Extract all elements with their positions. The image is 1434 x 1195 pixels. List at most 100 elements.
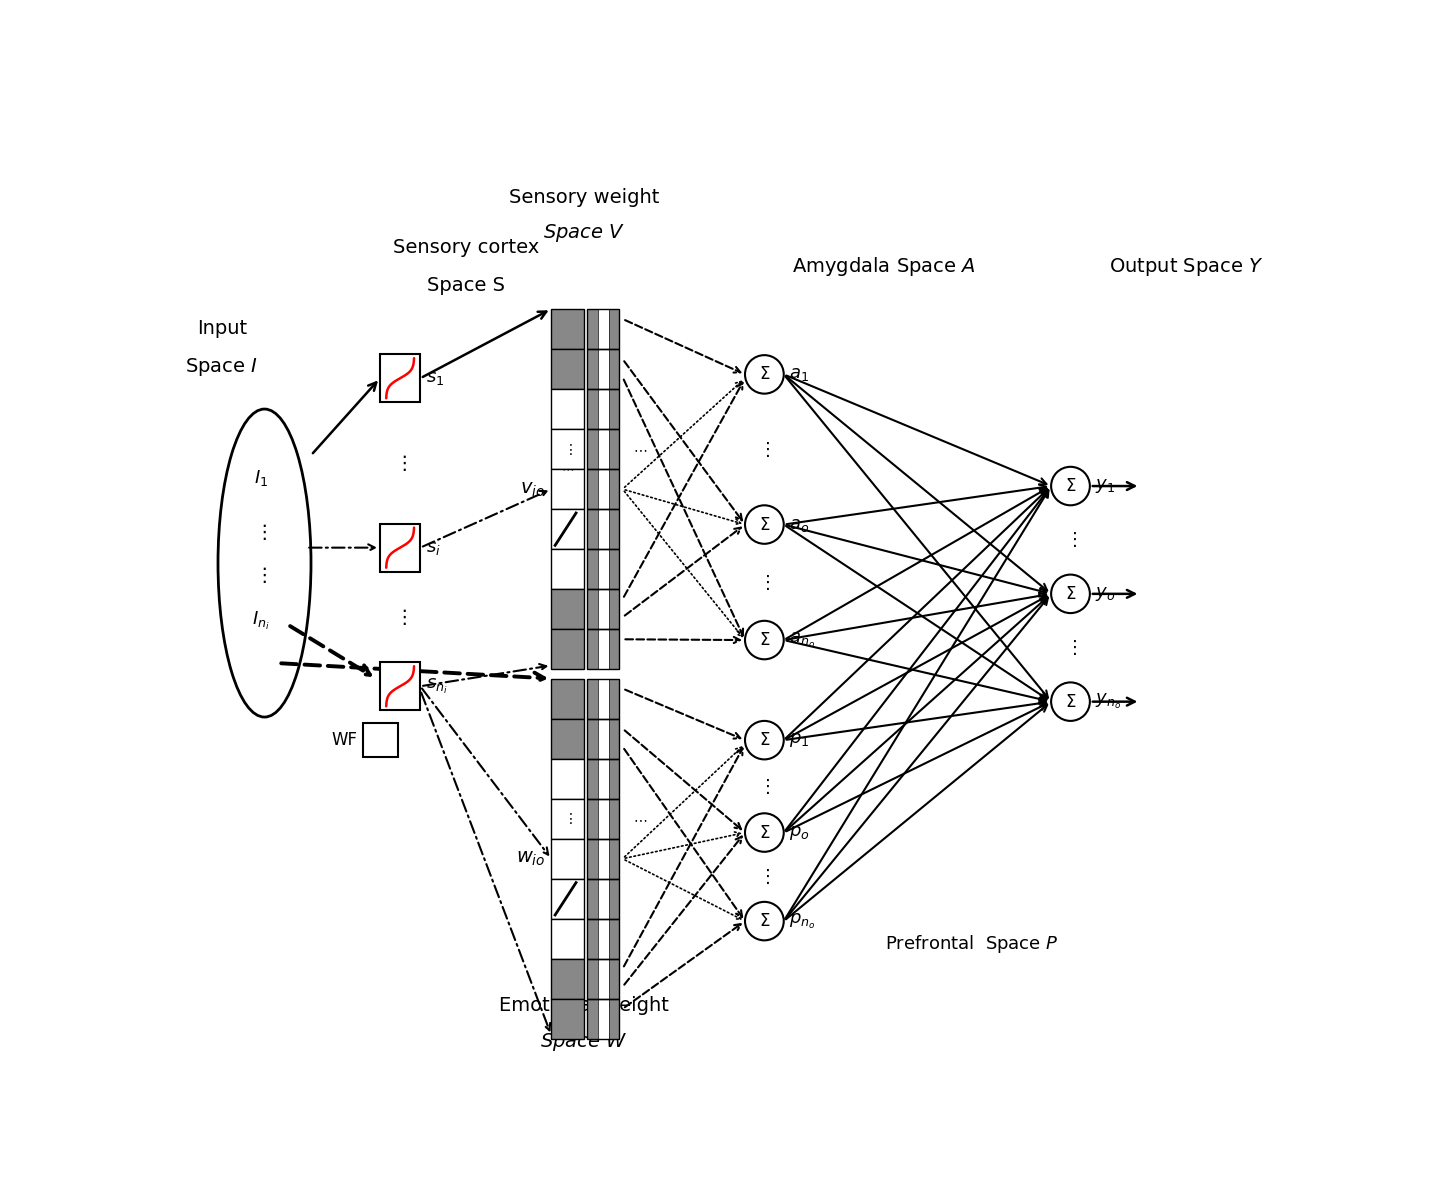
Bar [608,390,619,429]
Bar [551,390,584,429]
Text: $\Sigma$: $\Sigma$ [759,366,770,384]
Bar [587,589,619,630]
Bar [598,679,608,718]
Bar [608,878,619,919]
Bar [587,349,619,390]
Bar [587,429,598,470]
Bar [598,839,608,878]
Bar [551,919,584,958]
Bar [380,523,420,571]
Bar [551,999,584,1038]
Text: $\vdots$: $\vdots$ [254,522,267,543]
Bar [587,878,619,919]
Bar [587,550,598,589]
Text: $s_i$: $s_i$ [426,539,442,557]
Bar [587,878,598,919]
Text: $w_{io}$: $w_{io}$ [516,850,545,869]
Bar [598,878,608,919]
Bar [608,839,619,878]
Text: $p_1$: $p_1$ [789,731,810,749]
Bar [587,550,619,589]
Bar [551,878,584,919]
Bar [598,919,608,958]
Bar [598,958,608,999]
Bar [587,958,619,999]
Bar [608,509,619,550]
Text: $\vdots$: $\vdots$ [254,564,267,584]
Bar [587,839,598,878]
Bar [587,470,619,509]
Bar [587,390,619,429]
Text: $\vdots$: $\vdots$ [562,442,572,456]
Bar [587,679,619,718]
Text: $\Sigma$: $\Sigma$ [1065,584,1076,602]
Text: $\Sigma$: $\Sigma$ [759,912,770,930]
Bar [587,919,598,958]
Bar [608,919,619,958]
Bar [380,355,420,403]
Bar [598,589,608,630]
Text: Input: Input [196,319,247,338]
Bar [608,310,619,349]
Text: $s_{n_i}$: $s_{n_i}$ [426,676,449,695]
Bar [551,509,584,550]
Text: $\Sigma$: $\Sigma$ [1065,693,1076,711]
Bar [598,999,608,1038]
Bar [587,429,619,470]
Bar [598,759,608,798]
Text: Sensory cortex: Sensory cortex [393,238,539,257]
Bar [608,798,619,839]
Text: $a_o$: $a_o$ [789,515,809,533]
Text: $p_{n_o}$: $p_{n_o}$ [789,912,816,931]
Text: $\Sigma$: $\Sigma$ [1065,477,1076,495]
Bar [551,958,584,999]
Text: $\Sigma$: $\Sigma$ [759,631,770,649]
Bar [551,470,584,509]
Text: $\Sigma$: $\Sigma$ [759,515,770,533]
Bar [598,390,608,429]
Bar [587,759,619,798]
Bar [587,999,598,1038]
Bar [587,310,619,349]
Circle shape [746,814,784,852]
Bar [598,550,608,589]
Bar [598,349,608,390]
Circle shape [746,902,784,940]
Circle shape [746,505,784,544]
Text: $\vdots$: $\vdots$ [1064,531,1077,550]
Bar [608,589,619,630]
Bar [608,349,619,390]
Bar [587,349,598,390]
Circle shape [746,620,784,660]
Bar [551,839,584,878]
Circle shape [746,355,784,393]
Circle shape [1051,682,1090,721]
Text: $\vdots$: $\vdots$ [759,868,770,887]
Bar [551,349,584,390]
Bar [587,798,598,839]
Text: Space S: Space S [427,276,505,295]
Text: WF: WF [331,731,357,749]
Text: $\Sigma$: $\Sigma$ [759,731,770,749]
Bar [598,509,608,550]
Circle shape [746,721,784,759]
Bar [363,723,399,758]
Text: $a_{n_o}$: $a_{n_o}$ [789,631,815,650]
Bar [551,310,584,349]
Bar [608,429,619,470]
Circle shape [1051,575,1090,613]
Text: $\cdots$: $\cdots$ [634,811,648,826]
Bar [551,429,584,470]
Text: $\vdots$: $\vdots$ [759,777,770,796]
Bar [587,509,619,550]
Bar [598,470,608,509]
Text: Output Space $Y$: Output Space $Y$ [1110,256,1263,277]
Text: $\cdots$: $\cdots$ [561,462,574,476]
Bar [551,798,584,839]
Bar [608,718,619,759]
Text: Emotional weight: Emotional weight [499,997,668,1016]
Text: $\vdots$: $\vdots$ [562,811,572,826]
Bar [587,630,619,669]
Bar [587,718,619,759]
Bar [587,679,598,718]
